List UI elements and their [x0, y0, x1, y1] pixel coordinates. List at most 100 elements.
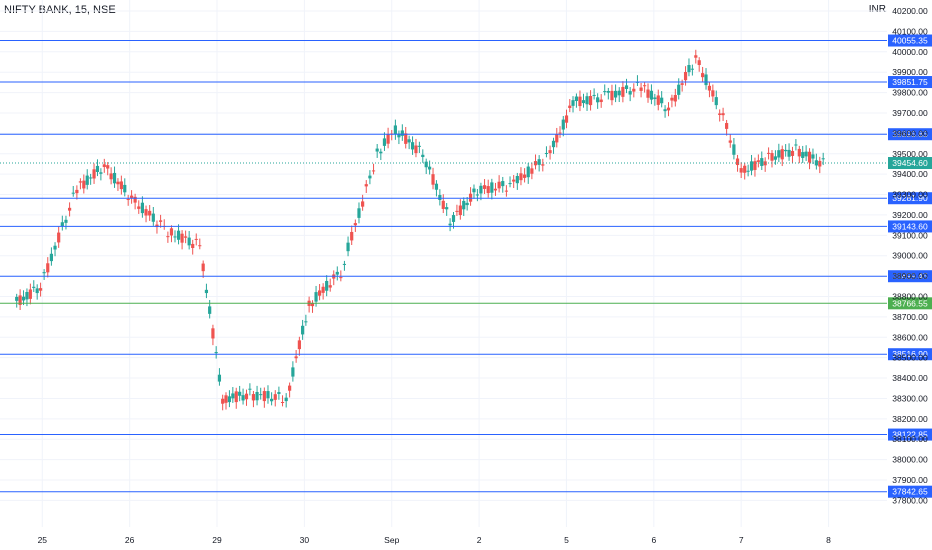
candle-body: [760, 158, 764, 166]
candle-body: [99, 172, 103, 174]
candle-body: [92, 169, 96, 179]
candle-body: [129, 195, 134, 198]
candle-body: [526, 166, 530, 178]
candle-body: [653, 97, 657, 100]
level-price-tag: [888, 76, 932, 89]
candle-body: [284, 397, 288, 402]
candle-body: [656, 95, 660, 105]
candle-body: [353, 223, 357, 226]
y-tick-label: 37900.00: [892, 475, 928, 485]
candle-body: [382, 138, 387, 146]
last-price-label: 39454.60: [892, 158, 928, 168]
candle-body: [291, 367, 295, 377]
candle-body: [262, 391, 266, 402]
candle-body: [610, 90, 614, 101]
candle-body: [438, 195, 442, 201]
candle-body: [424, 161, 428, 168]
candle-body: [680, 83, 684, 85]
y-tick-label: 40200.00: [892, 6, 928, 16]
candle-body: [603, 91, 607, 93]
x-tick-label: 29: [212, 535, 222, 545]
candle-body: [106, 165, 110, 169]
candle-body: [211, 328, 215, 339]
candle-body: [621, 86, 625, 97]
candle-body: [137, 206, 141, 209]
candle-body: [328, 285, 332, 288]
candle-body: [109, 173, 113, 180]
x-tick-label: 6: [651, 535, 656, 545]
candle-body: [126, 199, 130, 201]
candle-body: [725, 123, 729, 129]
candle-body: [368, 175, 372, 179]
candle-body: [151, 213, 155, 222]
y-tick-label: 39600.00: [892, 128, 928, 138]
candle-body: [555, 134, 559, 143]
candle-body: [504, 190, 508, 192]
candle-body: [735, 158, 740, 166]
y-tick-label: 38400.00: [892, 373, 928, 383]
y-tick-label: 38600.00: [892, 332, 928, 342]
candle-body: [304, 321, 308, 323]
level-price-label: 38766.55: [892, 298, 928, 308]
candle-body: [35, 288, 39, 294]
candle-body: [89, 177, 93, 179]
candle-body: [42, 272, 46, 274]
candle-body: [335, 271, 339, 275]
candle-body: [410, 142, 415, 150]
candle-body: [465, 202, 469, 206]
level-price-tag: [888, 485, 932, 498]
candle-body: [578, 96, 582, 107]
candle-body: [259, 394, 263, 396]
candle-body: [434, 183, 439, 190]
candle-body: [234, 391, 238, 403]
candle-body: [404, 133, 408, 144]
level-price-tag: [888, 428, 932, 441]
candle-body: [49, 253, 53, 262]
candle-body: [297, 340, 301, 350]
candle-body: [78, 181, 83, 183]
candle-body: [797, 148, 801, 157]
candle-body: [628, 91, 632, 95]
x-tick-label: 25: [38, 535, 48, 545]
candle-body: [148, 210, 152, 216]
y-tick-label: 39900.00: [892, 67, 928, 77]
candle-body: [746, 170, 750, 172]
x-tick-label: 2: [477, 535, 482, 545]
candle-body: [558, 132, 562, 134]
candle-body: [551, 140, 556, 148]
candle-body: [241, 395, 245, 401]
candle-body: [519, 173, 523, 181]
candle-body: [386, 134, 390, 144]
candle-body: [346, 242, 350, 252]
candle-body: [266, 391, 270, 399]
candle-body: [687, 65, 691, 73]
level-price-label: 40055.35: [892, 36, 928, 46]
level-price-label: 39851.75: [892, 77, 928, 87]
candle-body: [25, 291, 29, 300]
candle-body: [371, 170, 376, 172]
candle-body: [123, 184, 127, 193]
candle-body: [214, 351, 218, 354]
candle-body: [166, 236, 170, 238]
candle-body: [523, 174, 527, 178]
candle-body: [486, 186, 490, 194]
candle-body: [660, 97, 664, 104]
candle-body: [280, 401, 285, 403]
candle-body: [357, 208, 361, 218]
candle-body: [397, 133, 401, 138]
candle-body: [217, 374, 222, 382]
level-price-label: 38899.45: [892, 271, 928, 281]
candle-body: [561, 119, 565, 130]
candle-body: [18, 295, 22, 305]
candle-body: [721, 113, 725, 116]
candle-body: [588, 95, 593, 106]
candle-body: [85, 175, 89, 185]
candle-body: [821, 158, 825, 160]
candle-body: [787, 149, 791, 157]
candle-body: [417, 145, 421, 147]
candle-body: [673, 95, 677, 102]
candle-body: [375, 148, 379, 152]
candle-body: [273, 394, 277, 400]
candle-body: [508, 183, 512, 185]
